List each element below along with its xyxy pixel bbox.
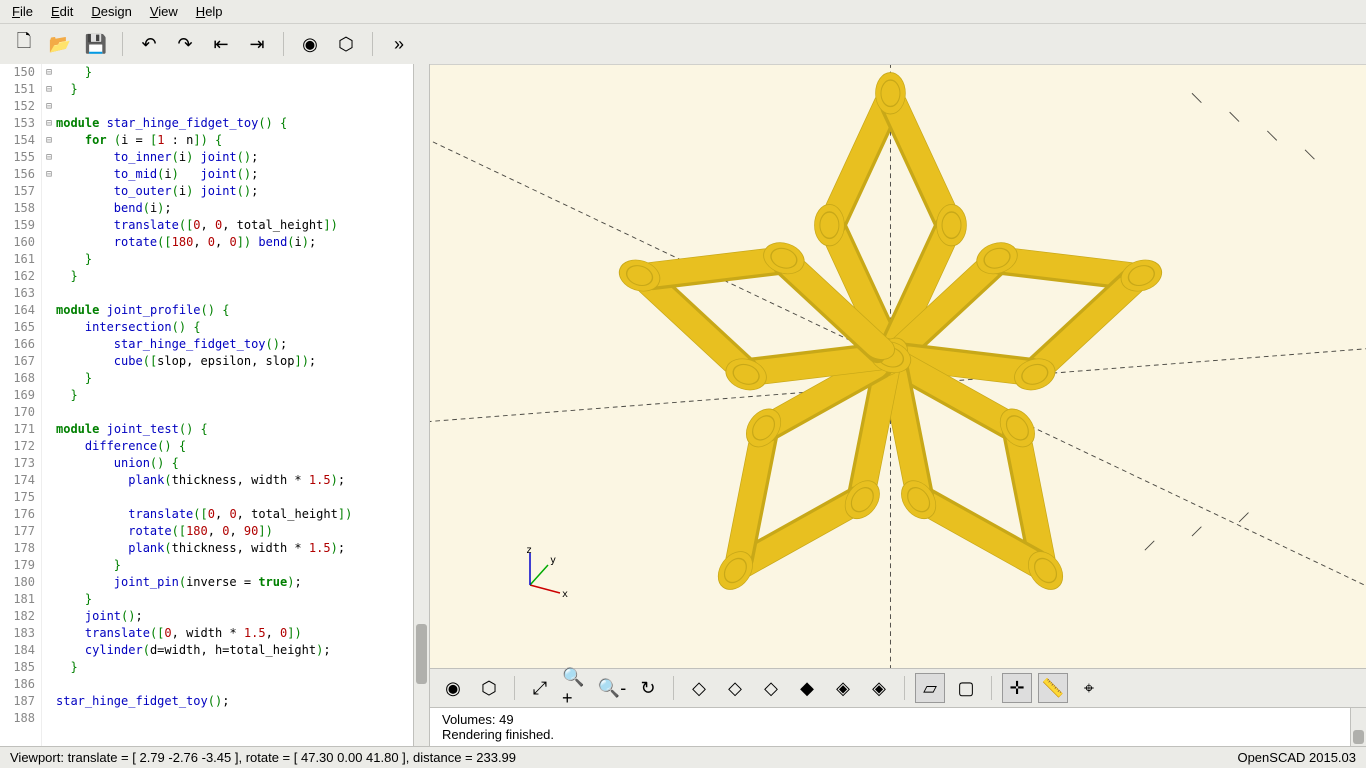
crosshair-button[interactable]: ⌖ — [1074, 673, 1104, 703]
axis-y-label: y — [550, 555, 556, 566]
menu-edit[interactable]: Edit — [51, 4, 73, 19]
statusbar: Viewport: translate = [ 2.79 -2.76 -3.45… — [0, 746, 1366, 768]
main-area: 150 151 152 153 154 155 156 157 158 159 … — [0, 64, 1366, 746]
viewport-column: x y z ◉⬡⤢🔍+🔍-↻◇◇◇◆◈◈▱▢✛📏⌖ Volumes: 49 Re… — [430, 64, 1366, 746]
axis-gizmo: x y z — [510, 545, 570, 608]
save-file-button[interactable]: 💾 — [82, 30, 110, 58]
editor-scrollbar[interactable] — [413, 64, 429, 746]
view-front-button[interactable]: ◈ — [828, 673, 858, 703]
redo-button[interactable]: ↷ — [171, 30, 199, 58]
viewport-canvas[interactable] — [430, 65, 1366, 668]
menu-file[interactable]: File — [12, 4, 33, 19]
open-file-button[interactable]: 📂 — [46, 30, 74, 58]
new-file-button[interactable]: 🗋 — [10, 30, 38, 58]
3d-viewport[interactable]: x y z — [430, 64, 1366, 668]
fold-gutter[interactable]: ⊟ ⊟ ⊟ ⊟ ⊟ ⊟ ⊟ — [42, 64, 56, 746]
axes-button[interactable]: ✛ — [1002, 673, 1032, 703]
menubar: File Edit Design View Help — [0, 0, 1366, 24]
main-toolbar: 🗋 📂 💾 ↶ ↷ ⇤ ⇥ ◉ ⬡ » — [0, 24, 1366, 64]
code-editor[interactable]: 150 151 152 153 154 155 156 157 158 159 … — [0, 64, 430, 746]
menu-help[interactable]: Help — [196, 4, 223, 19]
ortho-button[interactable]: ▢ — [951, 673, 981, 703]
console-line: Volumes: 49 — [442, 712, 1354, 727]
view-top-button[interactable]: ◇ — [720, 673, 750, 703]
menu-view[interactable]: View — [150, 4, 178, 19]
persp-button[interactable]: ▱ — [915, 673, 945, 703]
viewport-toolbar: ◉⬡⤢🔍+🔍-↻◇◇◇◆◈◈▱▢✛📏⌖ — [430, 668, 1366, 707]
zoom-in-button[interactable]: 🔍+ — [561, 673, 591, 703]
axis-x-label: x — [562, 589, 568, 600]
render-button[interactable]: ⬡ — [332, 30, 360, 58]
console-scrollbar[interactable] — [1350, 708, 1366, 746]
zoom-fit-button[interactable]: ⤢ — [525, 673, 555, 703]
viewport-status: Viewport: translate = [ 2.79 -2.76 -3.45… — [10, 750, 516, 765]
view-left-button[interactable]: ◆ — [792, 673, 822, 703]
axis-z-label: z — [526, 545, 532, 556]
zoom-out-button[interactable]: 🔍- — [597, 673, 627, 703]
code-content[interactable]: } } module star_hinge_fidget_toy() { for… — [56, 64, 413, 746]
indent-button[interactable]: ⇥ — [243, 30, 271, 58]
view-right-button[interactable]: ◇ — [684, 673, 714, 703]
view-bottom-button[interactable]: ◇ — [756, 673, 786, 703]
line-gutter: 150 151 152 153 154 155 156 157 158 159 … — [0, 64, 42, 746]
view-back-button[interactable]: ◈ — [864, 673, 894, 703]
preview-button[interactable]: ◉ — [438, 673, 468, 703]
preview-button[interactable]: ◉ — [296, 30, 324, 58]
console-line: Rendering finished. — [442, 727, 1354, 742]
undo-button[interactable]: ↶ — [135, 30, 163, 58]
unindent-button[interactable]: ⇤ — [207, 30, 235, 58]
console-output: Volumes: 49 Rendering finished. — [430, 707, 1366, 746]
scrollbar-thumb[interactable] — [416, 624, 427, 684]
reset-view-button[interactable]: ↻ — [633, 673, 663, 703]
render-view-button[interactable]: ⬡ — [474, 673, 504, 703]
app-version: OpenSCAD 2015.03 — [1237, 750, 1356, 765]
scale-button[interactable]: 📏 — [1038, 673, 1068, 703]
overflow-button[interactable]: » — [385, 30, 413, 58]
menu-design[interactable]: Design — [91, 4, 131, 19]
